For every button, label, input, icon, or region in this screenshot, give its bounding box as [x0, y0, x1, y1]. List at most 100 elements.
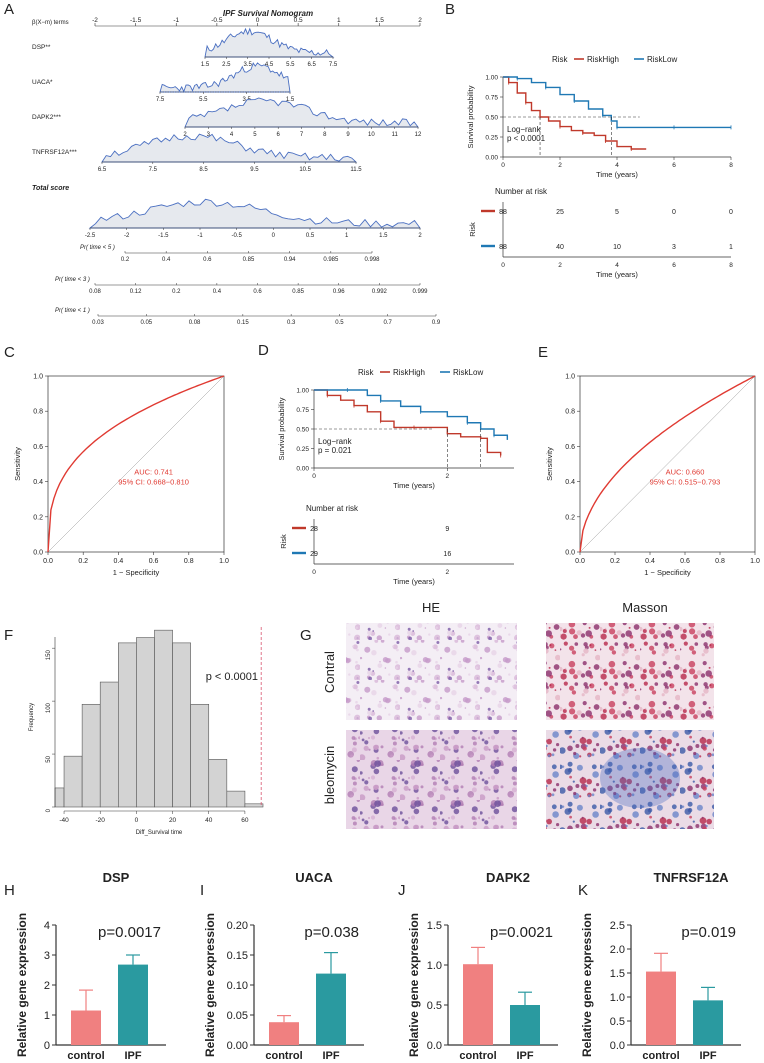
- p-value-label: p < 0.0001: [206, 671, 258, 683]
- probability-tick-label: 0.999: [412, 289, 428, 295]
- x-tick-label: 0.0: [575, 558, 585, 565]
- bar-ipf: [510, 1005, 540, 1045]
- risk-x-tick: 6: [672, 262, 676, 269]
- row-tick-label: 1.5: [379, 233, 388, 239]
- row-tick-label: 6: [277, 132, 281, 138]
- top-tick-label: 0.5: [294, 17, 303, 24]
- risk-x-tick: 4: [615, 262, 619, 269]
- y-tick-label: 0.6: [565, 444, 575, 451]
- top-tick-label: 1.5: [375, 17, 384, 24]
- image-he-bleomycin: [346, 730, 517, 829]
- panel-label-j: J: [398, 882, 406, 899]
- probability-tick-label: 0.2: [121, 257, 130, 263]
- x-tick-label: -40: [59, 817, 69, 824]
- y-tick-label: 0.6: [33, 444, 43, 451]
- risk-x-tick: 2: [558, 262, 562, 269]
- y-tick-label: 0.8: [33, 409, 43, 416]
- probability-tick-label: 0.7: [384, 320, 393, 326]
- km-curve-risklow: [314, 389, 509, 440]
- bar-ipf: [316, 973, 346, 1045]
- category-label: control: [67, 1050, 104, 1062]
- y-axis-label: Survival probability: [277, 397, 286, 460]
- bar-title-h: DSP: [103, 870, 130, 885]
- probability-tick-label: 0.08: [89, 289, 101, 295]
- panel-b-km-train: B Risk RiskHigh RiskLow 0.00 0.25 0.50 0.75 1.00…: [445, 1, 733, 279]
- row-tick-label: 4.5: [265, 62, 274, 68]
- y-tick-label: 1.5: [427, 920, 442, 932]
- p-value-label: p = 0.021: [318, 446, 352, 455]
- y-axis-label: Relative gene expression: [407, 913, 421, 1057]
- top-tick-label: 1: [337, 17, 341, 24]
- y-tick-label: 0.20: [227, 920, 248, 932]
- x-tick-label: 4: [615, 162, 619, 169]
- probability-label: Pr( time < 1 ): [55, 308, 90, 314]
- risk-x-tick: 0: [501, 262, 505, 269]
- y-tick-label: 1.0: [565, 374, 575, 381]
- logrank-label: Log−rank: [507, 125, 542, 134]
- y-tick-label: 0.5: [427, 1000, 442, 1012]
- risk-count: 88: [499, 209, 507, 216]
- category-label: control: [642, 1050, 679, 1062]
- row-tick-label: 1.5: [286, 97, 295, 103]
- panel-d-km-test: D Risk RiskHigh RiskLow 0.00 0.25 0.50 0.75 1.00…: [258, 342, 514, 586]
- legend-high-label: RiskHigh: [587, 55, 619, 64]
- row-tick-label: 2: [418, 233, 422, 239]
- row-tick-label: 5: [253, 132, 257, 138]
- y-tick-label: 0.05: [227, 1010, 248, 1022]
- row-tick-label: 6.5: [307, 62, 316, 68]
- legend-title: Risk: [358, 368, 375, 377]
- probability-tick-label: 0.15: [237, 320, 249, 326]
- y-tick-label: 0.00: [296, 466, 309, 473]
- y-tick-label: 0.0: [610, 1040, 625, 1052]
- y-tick-label: 0.75: [296, 407, 309, 414]
- y-tick-label: 1.0: [33, 374, 43, 381]
- histogram-bar: [154, 629, 173, 808]
- probability-tick-label: 0.998: [364, 257, 380, 263]
- x-tick-label: 0.2: [610, 558, 620, 565]
- y-tick-label: 1.5: [610, 968, 625, 980]
- x-axis-label: Diff_Survival time: [136, 830, 183, 836]
- km-curve-risklow: [503, 76, 731, 129]
- panel-label-e: E: [538, 344, 548, 361]
- y-tick-label: 0.00: [227, 1040, 248, 1052]
- risk-table-ylabel: Risk: [279, 534, 288, 549]
- category-label: control: [265, 1050, 302, 1062]
- y-tick-label: 0.15: [227, 950, 248, 962]
- histogram-bar: [63, 755, 83, 808]
- row-tick-label: 7.5: [329, 62, 338, 68]
- y-tick-label: 0.10: [227, 980, 248, 992]
- top-tick-label: -1: [173, 17, 179, 24]
- category-label: IPF: [322, 1050, 339, 1062]
- plot-frame: [47, 375, 225, 553]
- panel-label-g: G: [300, 627, 312, 644]
- histogram-bar: [99, 681, 119, 808]
- row-tick-label: 8.5: [199, 167, 208, 173]
- panel-label-a: A: [4, 1, 14, 18]
- row-tick-label: 9: [346, 132, 350, 138]
- y-tick-label: 0.0: [427, 1040, 442, 1052]
- row-tick-label: 1.5: [201, 62, 210, 68]
- risk-count: 0: [729, 209, 733, 216]
- y-tick-label: 0.5: [610, 1016, 625, 1028]
- image-he-control: [346, 623, 517, 720]
- row-tick-label: 10.5: [299, 167, 311, 173]
- risk-count: 1: [729, 244, 733, 251]
- risk-x-tick: 2: [446, 569, 450, 576]
- histogram-bar: [190, 703, 210, 808]
- x-tick-label: 0: [501, 162, 505, 169]
- y-tick-label: 50: [46, 755, 52, 762]
- x-tick-label: 0: [135, 817, 139, 824]
- x-tick-label: 0.4: [114, 558, 124, 565]
- row-tick-label: 8: [323, 132, 327, 138]
- row-tick-label: 3: [207, 132, 211, 138]
- variable-label: DSP**: [32, 44, 51, 51]
- panel-g-histology: G HE Masson Contral bleomycin: [300, 600, 714, 829]
- risk-count: 9: [445, 526, 449, 533]
- risk-count: 3: [672, 244, 676, 251]
- y-tick-label: 0.4: [33, 479, 43, 486]
- x-tick-label: 2: [446, 473, 450, 480]
- panel-label-i: I: [200, 882, 204, 899]
- y-axis-label: Relative gene expression: [203, 913, 217, 1057]
- total-score-label: Total score: [32, 185, 69, 192]
